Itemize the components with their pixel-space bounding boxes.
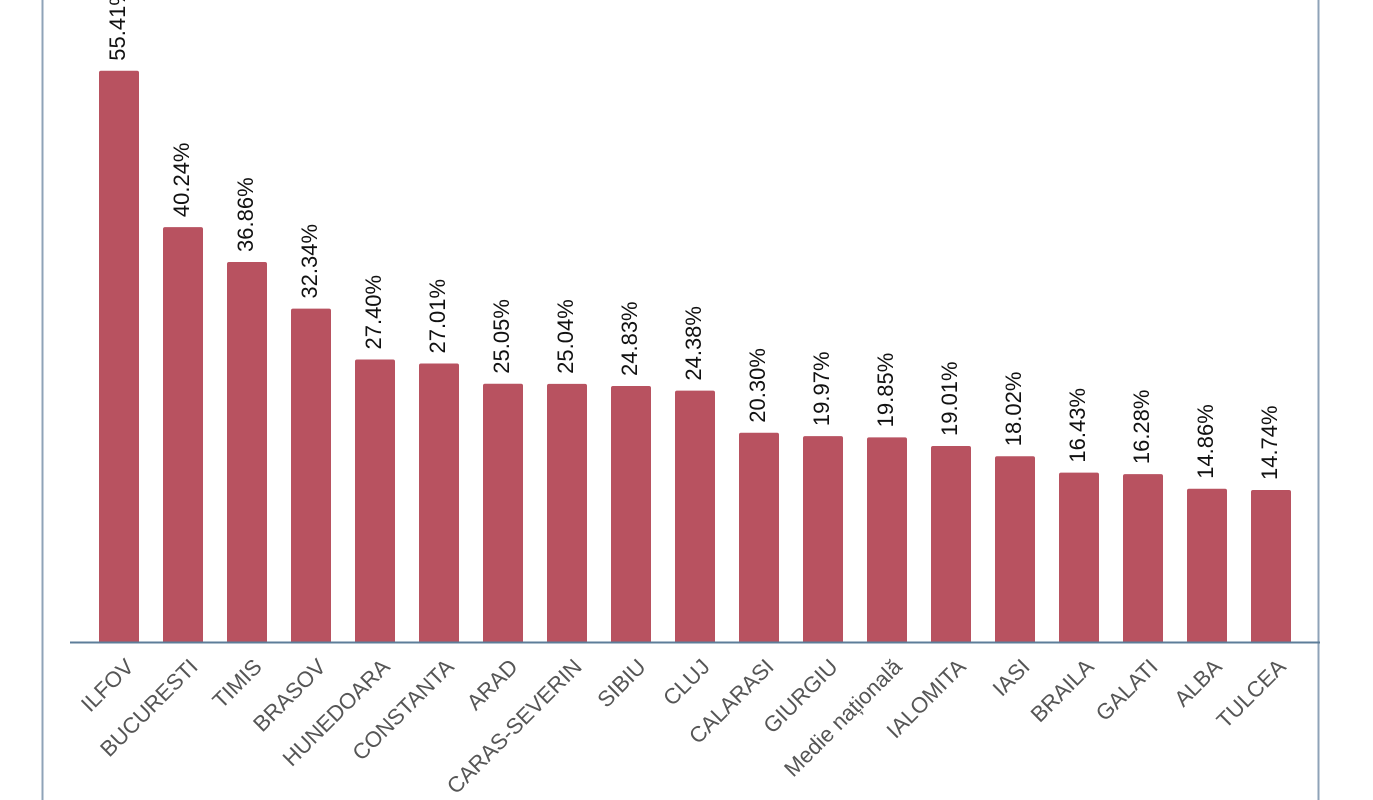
bar [931, 446, 971, 642]
value-label: 18.02% [1001, 372, 1026, 447]
plot: 55.41%ILFOV40.24%BUCURESTI36.86%TIMIS32.… [76, 0, 1291, 799]
x-tick-label: BRAILA [1026, 654, 1099, 727]
x-tick-label: SIBIU [592, 654, 650, 712]
x-tick-label: Medie națională [779, 653, 907, 781]
value-label: 16.43% [1065, 388, 1090, 463]
bar [739, 432, 779, 642]
value-label: 14.86% [1193, 404, 1218, 479]
bar [675, 390, 715, 642]
bar [1187, 488, 1227, 642]
bar [99, 70, 139, 642]
bar [483, 383, 523, 642]
value-label: 19.01% [937, 361, 962, 436]
bar [995, 456, 1035, 642]
value-label: 19.85% [873, 353, 898, 428]
bar [547, 383, 587, 642]
bar [1251, 490, 1291, 642]
x-tick-label: ALBA [1169, 654, 1227, 712]
value-label: 36.86% [233, 177, 258, 252]
x-tick-label: ILFOV [76, 654, 139, 717]
bar [611, 386, 651, 642]
value-label: 40.24% [169, 143, 194, 218]
x-tick-label: GALATI [1091, 654, 1163, 726]
x-tick-label: ARAD [462, 654, 523, 715]
value-label: 32.34% [297, 224, 322, 299]
value-label: 19.97% [809, 351, 834, 426]
bar [227, 261, 267, 642]
value-label: 25.04% [553, 299, 578, 374]
bar [355, 359, 395, 642]
value-label: 25.05% [489, 299, 514, 374]
value-label: 27.40% [361, 275, 386, 350]
value-label: 55.41% [105, 0, 130, 61]
bar [1123, 474, 1163, 642]
value-label: 20.30% [745, 348, 770, 423]
x-tick-label: TIMIS [207, 654, 266, 713]
bar [163, 227, 203, 642]
x-tick-label: CLUJ [658, 654, 715, 711]
value-label: 24.83% [617, 301, 642, 376]
value-label: 24.38% [681, 306, 706, 381]
bar [1059, 472, 1099, 642]
value-label: 16.28% [1129, 390, 1154, 465]
x-tick-label: TULCEA [1212, 654, 1291, 733]
value-label: 14.74% [1257, 405, 1282, 480]
bar [419, 363, 459, 642]
bar [867, 437, 907, 642]
bar [291, 308, 331, 642]
value-label: 27.01% [425, 279, 450, 354]
bar [803, 436, 843, 642]
x-tick-label: IASI [988, 654, 1035, 701]
